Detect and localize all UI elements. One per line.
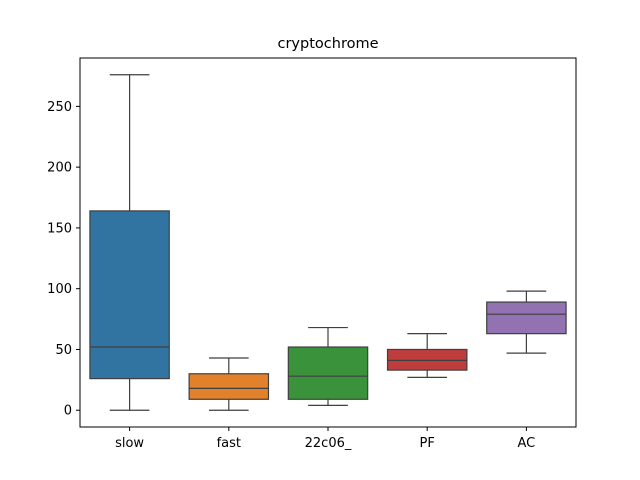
box-group-PF: [386, 333, 468, 379]
x-tick-label: slow: [115, 436, 144, 451]
box-AC: [486, 301, 567, 335]
x-tick-label: AC: [518, 436, 536, 451]
x-axis: slow fast 22c06_ PF AC: [115, 427, 535, 451]
box-group-22c06_: [287, 326, 369, 406]
y-axis: 0 50 100 150 200 250: [47, 100, 80, 419]
axes-frame: [79, 57, 577, 428]
box-fast: [188, 373, 270, 400]
chart-title: cryptochrome: [278, 36, 379, 52]
box-22c06_: [287, 346, 369, 400]
y-tick-label: 50: [55, 343, 72, 358]
box-group-slow: [89, 74, 170, 411]
y-tick-label: 200: [47, 161, 72, 176]
box-slow: [89, 210, 170, 380]
x-tick-label: PF: [420, 436, 435, 451]
y-tick-label: 150: [47, 221, 72, 236]
plot-area: [89, 74, 567, 411]
box-group-fast: [188, 357, 270, 411]
x-tick-label: 22c06_: [305, 436, 352, 451]
y-tick-label: 100: [47, 282, 72, 297]
box-PF: [386, 348, 468, 371]
y-tick-label: 0: [64, 404, 72, 419]
x-tick-label: fast: [217, 436, 241, 451]
box-group-AC: [486, 290, 567, 354]
y-tick-label: 250: [47, 100, 72, 115]
